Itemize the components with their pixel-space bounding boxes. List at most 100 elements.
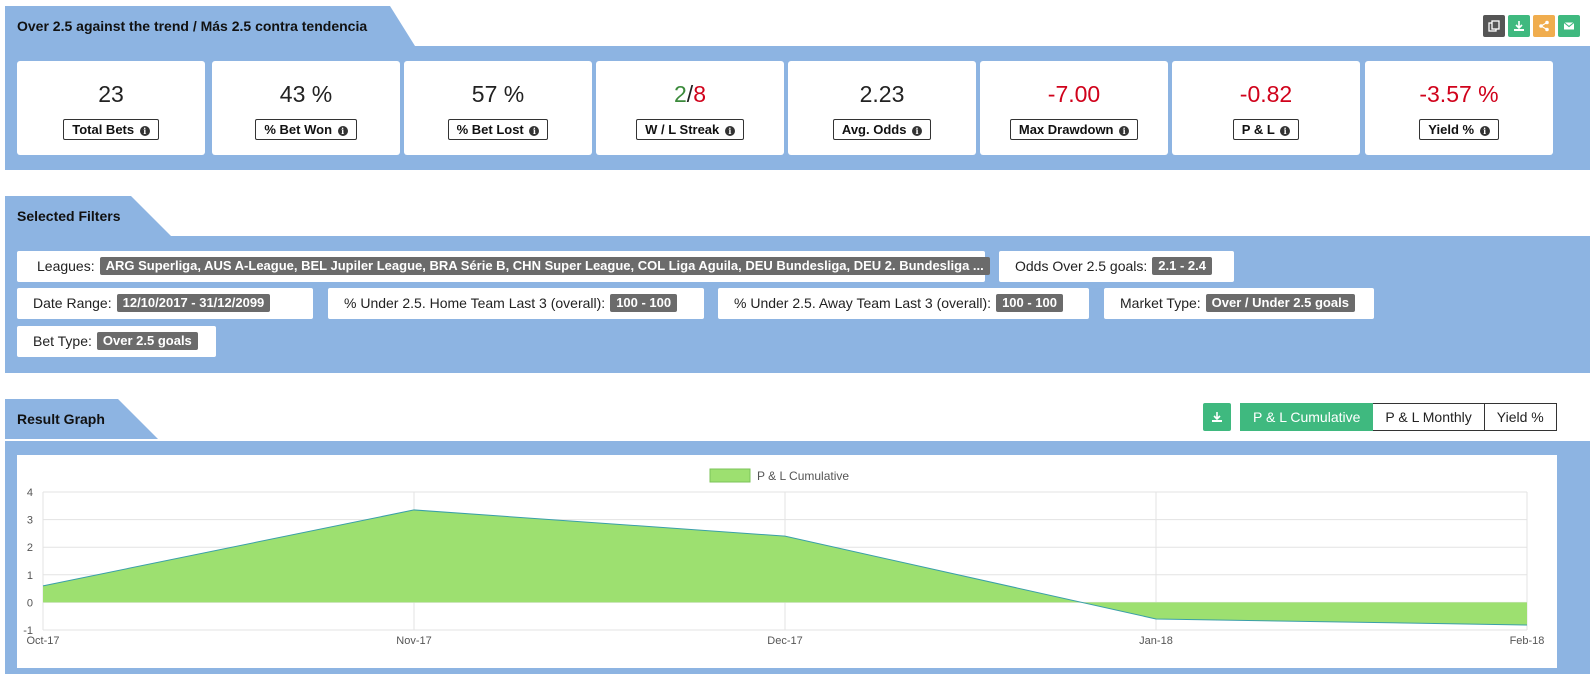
filter-label: Market Type: <box>1120 295 1201 311</box>
y-tick-label: 0 <box>27 597 33 609</box>
chart-area <box>42 509 1528 626</box>
stats-panel: 23 Total Bets i 43 % % Bet Won i 57 % % … <box>5 46 1590 170</box>
series-area <box>43 509 1527 626</box>
x-tick-label: Dec-17 <box>767 635 802 647</box>
stat-value: -7.00 <box>1047 81 1101 107</box>
stat-avg-odds: 2.23 Avg. Odds i <box>788 61 976 155</box>
pl-chart: -1 0 1 2 3 4 Oct-17 Nov-17 Dec-17 Jan-18 Feb-18 P … <box>23 468 1544 647</box>
pl-monthly-button[interactable]: P & L Monthly <box>1373 403 1485 431</box>
stat-label-text: P & L <box>1241 122 1275 137</box>
stat-value: 57 % <box>471 81 525 107</box>
stat-max-drawdown: -7.00 Max Drawdown i <box>980 61 1168 155</box>
filter-market-type: Market Type: Over / Under 2.5 goals <box>1104 288 1374 319</box>
filter-value: 100 - 100 <box>610 294 678 312</box>
copy-icon[interactable] <box>1483 15 1505 37</box>
y-tick-label: -1 <box>23 625 33 637</box>
filter-odds-over: Odds Over 2.5 goals: 2.1 - 2.4 <box>999 251 1234 282</box>
filter-label: Date Range: <box>33 295 112 311</box>
yield-button[interactable]: Yield % <box>1484 403 1557 431</box>
info-icon[interactable]: i <box>139 126 150 136</box>
filter-label: % Under 2.5. Home Team Last 3 (overall): <box>344 295 606 311</box>
filter-bet-type: Bet Type: Over 2.5 goals <box>17 326 216 357</box>
share-icon[interactable] <box>1533 15 1555 37</box>
graph-controls: P & L Cumulative P & L Monthly Yield % <box>1203 403 1557 431</box>
stat-label-bet-won[interactable]: % Bet Won i <box>255 119 357 140</box>
stat-value: -3.57 % <box>1419 81 1499 107</box>
x-tick-label: Nov-17 <box>396 635 431 647</box>
stat-label-wl-streak[interactable]: W / L Streak i <box>636 119 744 140</box>
filter-under-home: % Under 2.5. Home Team Last 3 (overall):… <box>328 288 704 319</box>
win-streak: 2 <box>674 81 687 107</box>
info-icon[interactable]: i <box>912 126 923 136</box>
filters-heading: Selected Filters <box>5 196 171 236</box>
info-icon[interactable]: i <box>724 126 735 136</box>
download-graph-icon[interactable] <box>1203 403 1231 431</box>
pl-cumulative-button[interactable]: P & L Cumulative <box>1240 403 1374 431</box>
stat-label-avg-odds[interactable]: Avg. Odds i <box>832 119 932 140</box>
filter-under-away: % Under 2.5. Away Team Last 3 (overall):… <box>718 288 1089 319</box>
stat-label-pl[interactable]: P & L i <box>1232 119 1300 140</box>
stat-label-text: Max Drawdown <box>1018 122 1114 137</box>
report-actions <box>1483 15 1580 37</box>
stat-yield: -3.57 % Yield % i <box>1365 61 1553 155</box>
report-title: Over 2.5 against the trend / Más 2.5 con… <box>5 6 415 46</box>
stat-total-bets: 23 Total Bets i <box>17 61 205 155</box>
filters-panel: Leagues: ARG Superliga, AUS A-League, BEL… <box>5 236 1590 373</box>
stat-value: 43 % <box>279 81 333 107</box>
filters-heading-text: Selected Filters <box>17 208 121 224</box>
chart-container: -1 0 1 2 3 4 Oct-17 Nov-17 Dec-17 Jan-18 Feb-18 P … <box>17 455 1557 668</box>
info-icon[interactable]: i <box>529 126 540 136</box>
y-tick-label: 3 <box>27 515 33 527</box>
y-tick-label: 1 <box>27 570 33 582</box>
stat-value: -0.82 <box>1239 81 1293 107</box>
stat-bet-won: 43 % % Bet Won i <box>212 61 400 155</box>
filter-label: % Under 2.5. Away Team Last 3 (overall): <box>734 295 992 311</box>
info-icon[interactable]: i <box>1119 126 1130 136</box>
stat-label-bet-lost[interactable]: % Bet Lost i <box>447 119 549 140</box>
stat-value: 23 <box>98 81 124 107</box>
filter-label: Odds Over 2.5 goals: <box>1015 258 1148 274</box>
stat-label-max-drawdown[interactable]: Max Drawdown i <box>1009 119 1139 140</box>
filter-label: Leagues: <box>37 258 95 274</box>
graph-panel: -1 0 1 2 3 4 Oct-17 Nov-17 Dec-17 Jan-18 Feb-18 P … <box>5 441 1590 674</box>
stat-label-text: W / L Streak <box>645 122 720 137</box>
stat-value: 2/8 <box>596 80 784 108</box>
stat-label-text: Yield % <box>1428 122 1475 137</box>
filter-value: Over 2.5 goals <box>96 332 198 350</box>
filter-value: ARG Superliga, AUS A-League, BEL Jupiler… <box>99 257 990 275</box>
y-tick-label: 4 <box>27 487 33 499</box>
stat-label-text: % Bet Lost <box>456 122 524 137</box>
y-tick-label: 2 <box>27 542 33 554</box>
loss-streak: 8 <box>693 81 706 107</box>
info-icon[interactable]: i <box>337 126 348 136</box>
legend-label: P & L Cumulative <box>757 469 849 483</box>
filter-value: 2.1 - 2.4 <box>1152 257 1212 275</box>
x-tick-label: Oct-17 <box>26 635 59 647</box>
chart-axes: -1 0 1 2 3 4 Oct-17 Nov-17 Dec-17 Jan-18 Feb-18 <box>23 487 1544 647</box>
email-icon[interactable] <box>1558 15 1580 37</box>
stat-bet-lost: 57 % % Bet Lost i <box>404 61 592 155</box>
filter-value: 100 - 100 <box>996 294 1063 312</box>
graph-heading-text: Result Graph <box>17 411 105 427</box>
stat-label-text: Total Bets <box>72 122 135 137</box>
filter-leagues: Leagues: ARG Superliga, AUS A-League, BEL… <box>17 251 990 282</box>
series-line <box>42 509 1528 626</box>
info-icon[interactable]: i <box>1280 126 1291 136</box>
stat-pl: -0.82 P & L i <box>1172 61 1360 155</box>
streak-separator: / <box>686 81 694 107</box>
download-icon[interactable] <box>1508 15 1530 37</box>
stat-wl-streak: 2/8 W / L Streak i <box>596 61 784 155</box>
info-icon[interactable]: i <box>1479 126 1490 136</box>
filter-label: Bet Type: <box>33 333 92 349</box>
graph-heading: Result Graph <box>5 399 158 439</box>
stat-label-total-bets[interactable]: Total Bets i <box>63 119 159 140</box>
stat-value: 2.23 <box>859 81 905 107</box>
stat-label-yield[interactable]: Yield % i <box>1419 119 1499 140</box>
legend-swatch <box>709 468 751 483</box>
report-title-text: Over 2.5 against the trend / Más 2.5 con… <box>17 18 368 34</box>
x-tick-label: Jan-18 <box>1139 635 1173 647</box>
filter-date-range: Date Range: 12/10/2017 - 31/12/2099 <box>17 288 313 319</box>
filter-value: 12/10/2017 - 31/12/2099 <box>116 294 271 312</box>
x-tick-label: Feb-18 <box>1510 635 1545 647</box>
stat-label-text: Avg. Odds <box>841 122 907 137</box>
